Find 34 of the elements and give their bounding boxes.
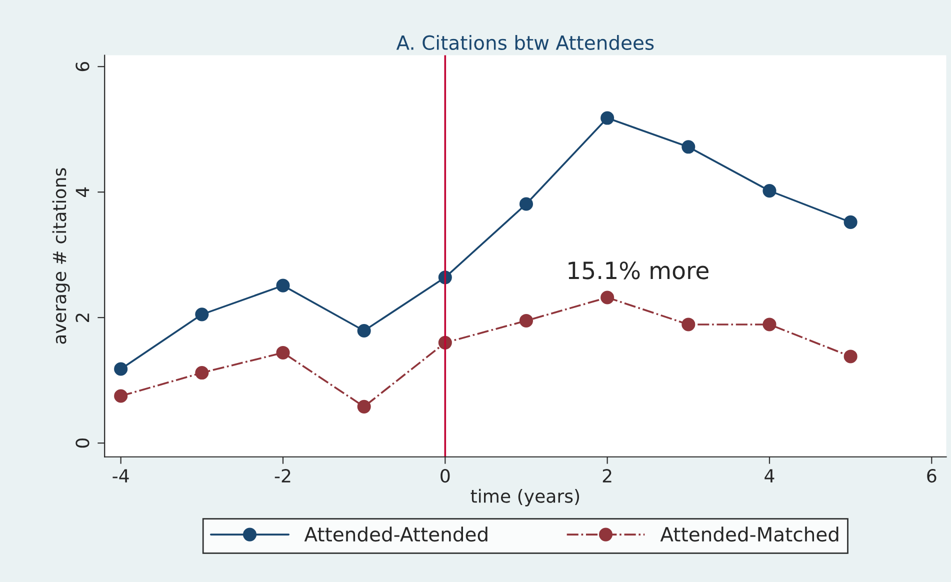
point bbox=[357, 324, 371, 338]
x-tick-label: 0 bbox=[440, 468, 450, 483]
point bbox=[519, 314, 534, 328]
x-tick-label: 6 bbox=[927, 468, 936, 483]
point bbox=[276, 278, 290, 292]
annotation: 15.1% more bbox=[568, 261, 708, 280]
legend-label: Attended-Attended bbox=[304, 526, 488, 542]
point bbox=[844, 215, 858, 229]
point bbox=[600, 111, 614, 125]
point bbox=[762, 318, 776, 332]
y-tick-label: 0 bbox=[76, 438, 90, 448]
point bbox=[600, 290, 614, 304]
x-tick-label: -2 bbox=[274, 468, 290, 482]
point bbox=[276, 346, 290, 360]
point bbox=[114, 362, 128, 376]
point bbox=[519, 197, 534, 211]
legend-label: Attended-Matched bbox=[660, 526, 838, 542]
x-axis-title: time (years) bbox=[470, 488, 580, 506]
y-tick-label: 2 bbox=[76, 314, 90, 322]
x-tick-label: 2 bbox=[602, 468, 612, 482]
point bbox=[762, 184, 776, 198]
point bbox=[357, 400, 371, 414]
point bbox=[195, 308, 209, 322]
y-tick-label: 6 bbox=[76, 62, 90, 72]
point bbox=[844, 350, 858, 364]
point bbox=[682, 318, 696, 332]
y-axis-title: average # citations bbox=[52, 168, 70, 344]
chart-title: A. Citations btw Attendees bbox=[396, 34, 654, 50]
point bbox=[114, 389, 128, 403]
x-tick-label: -4 bbox=[112, 469, 129, 482]
point bbox=[682, 140, 696, 154]
y-tick-label: 4 bbox=[76, 187, 90, 197]
x-tick-label: 4 bbox=[764, 469, 774, 482]
point bbox=[195, 366, 209, 380]
